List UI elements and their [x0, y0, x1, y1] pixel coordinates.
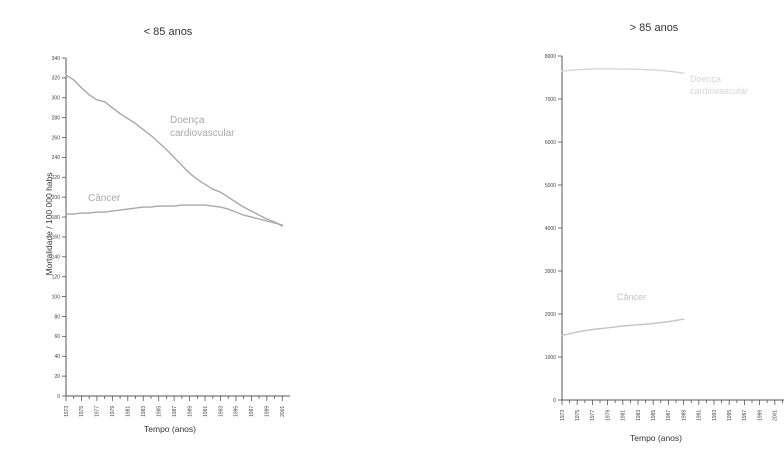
x-tick-label: 1997 — [249, 406, 255, 417]
y-tick-label: 0 — [553, 398, 556, 404]
x-tick-label: 1981 — [126, 406, 132, 417]
y-tick-label: 140 — [52, 255, 61, 261]
series-layer — [65, 74, 283, 227]
y-tick-label: 0 — [57, 394, 60, 400]
y-tick-label: 280 — [52, 115, 61, 121]
series-line-0 — [561, 68, 685, 74]
series-line-1 — [561, 318, 685, 337]
y-tick-label: 200 — [52, 195, 61, 201]
y-tick-label: 5000 — [545, 183, 556, 189]
chart-over-85: > 85 anos Tempo (anos) 0 1000 2000 3000 4000… — [545, 22, 784, 443]
y-tick-label: 4000 — [545, 226, 556, 232]
x-tick-label: 1995 — [727, 410, 733, 421]
series-label-1: Câncer — [88, 193, 121, 204]
ticks: 0 20 40 60 80 100 120 140 160 180 200 220 240 260 280 3… — [52, 56, 286, 417]
x-tick-label: 1975 — [79, 406, 85, 417]
y-tick-label: 300 — [52, 96, 61, 102]
x-tick-label: 1993 — [218, 406, 224, 417]
y-tick-label: 8000 — [545, 54, 556, 60]
y-tick-label: 120 — [52, 275, 61, 281]
y-tick-label: 160 — [52, 235, 61, 241]
y-tick-label: 260 — [52, 135, 61, 141]
chart-title: > 85 anos — [630, 22, 679, 34]
series-labels: Doença cardiovascular Câncer — [88, 115, 235, 204]
x-tick-label: 1973 — [560, 410, 566, 421]
series-label-0: Doença cardiovascular — [170, 115, 235, 139]
x-tick-label: 1987 — [666, 410, 672, 421]
x-tick-label: 1979 — [110, 406, 116, 417]
series-label-1: Câncer — [617, 292, 646, 302]
x-tick-label: 1985 — [651, 410, 657, 421]
y-tick-label: 40 — [54, 354, 60, 360]
x-tick-label: 1999 — [757, 410, 763, 421]
x-tick-label: 1981 — [621, 410, 627, 421]
x-tick-label: 2001 — [773, 410, 779, 421]
x-tick-label: 1989 — [187, 406, 193, 417]
y-tick-label: 340 — [52, 56, 61, 62]
x-tick-label: 1983 — [141, 406, 147, 417]
x-tick-label: 1975 — [575, 410, 581, 421]
y-tick-label: 7000 — [545, 97, 556, 103]
x-axis-label: Tempo (anos) — [630, 433, 682, 443]
chart-title: < 85 anos — [144, 26, 193, 38]
ticks: 0 1000 2000 3000 4000 5000 6000 7000 8000 1973 197… — [545, 54, 783, 421]
y-tick-label: 20 — [54, 374, 60, 380]
x-tick-label: 1979 — [605, 410, 611, 421]
chart-under-85: < 85 anos Mortalidade / 100 000 habs Tem… — [44, 26, 290, 434]
x-tick-label: 1983 — [636, 410, 642, 421]
x-tick-label: 1985 — [156, 406, 162, 417]
x-tick-label: 1977 — [590, 410, 596, 421]
series-labels: Doença cardiovascular Câncer — [617, 74, 748, 302]
x-tick-label: 1991 — [203, 406, 209, 417]
y-tick-label: 3000 — [545, 269, 556, 275]
x-tick-label: 1989 — [681, 410, 687, 421]
x-tick-label: 1999 — [265, 406, 271, 417]
x-tick-label: 1993 — [712, 410, 718, 421]
x-tick-label: 1995 — [234, 406, 240, 417]
y-tick-label: 1000 — [545, 355, 556, 361]
x-tick-label: 1973 — [64, 406, 70, 417]
series-layer — [561, 68, 685, 337]
y-tick-label: 80 — [54, 314, 60, 320]
x-tick-label: 1977 — [95, 406, 101, 417]
y-tick-label: 180 — [52, 215, 61, 221]
y-tick-label: 2000 — [545, 312, 556, 318]
y-tick-label: 100 — [52, 294, 61, 300]
x-tick-label: 1991 — [697, 410, 703, 421]
y-tick-label: 220 — [52, 175, 61, 181]
x-tick-label: 1987 — [172, 406, 178, 417]
series-line-0 — [65, 74, 283, 227]
y-tick-label: 6000 — [545, 140, 556, 146]
x-tick-label: 2001 — [280, 406, 286, 417]
y-tick-label: 320 — [52, 76, 61, 82]
series-line-1 — [65, 204, 283, 226]
y-tick-label: 240 — [52, 155, 61, 161]
y-tick-label: 60 — [54, 334, 60, 340]
x-axis-label: Tempo (anos) — [144, 424, 196, 434]
x-tick-label: 1997 — [742, 410, 748, 421]
series-label-0: Doença cardiovascular — [690, 74, 748, 96]
y-axis-label: Mortalidade / 100 000 habs — [44, 172, 54, 275]
